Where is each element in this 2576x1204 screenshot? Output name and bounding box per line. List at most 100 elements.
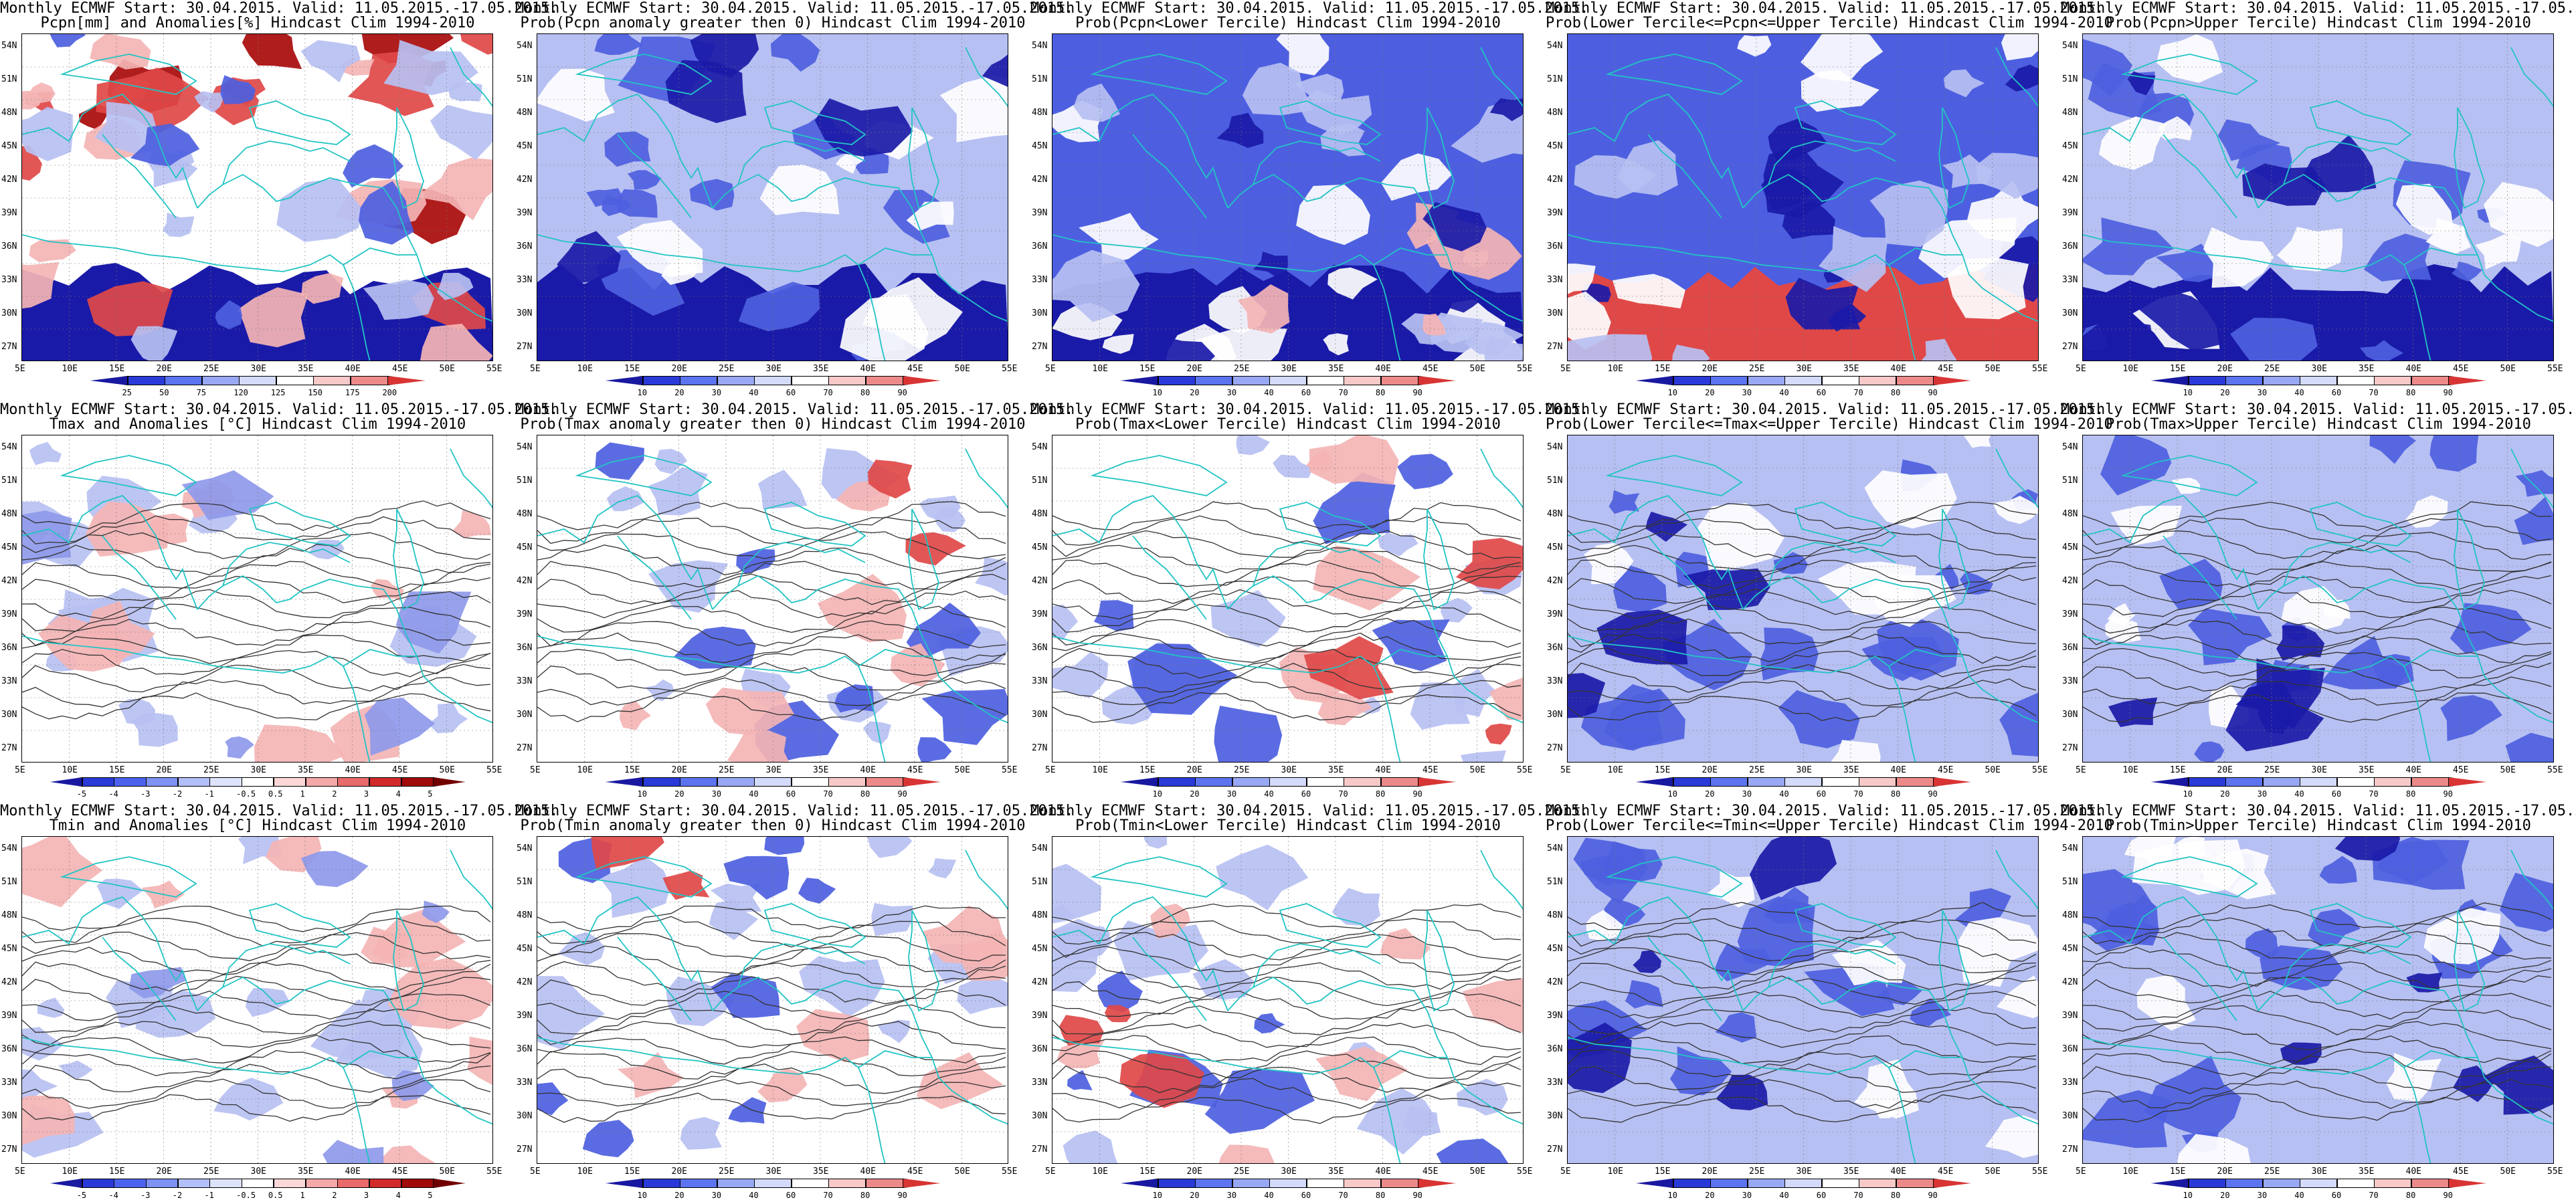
latitude-label: 30N bbox=[517, 1111, 533, 1121]
shaded-region bbox=[1964, 435, 1991, 448]
colorbar-tick-label: 20 bbox=[1190, 1191, 1200, 1200]
panel-subtitle: Prob(Tmax anomaly greater then 0) Hindca… bbox=[520, 416, 1026, 433]
colorbar-segment bbox=[642, 376, 680, 385]
longitude-label: 10E bbox=[1607, 765, 1623, 775]
longitude-label: 40E bbox=[1375, 364, 1391, 374]
shaded-region bbox=[798, 878, 836, 904]
isotherm-contour bbox=[1568, 618, 2037, 647]
colorbar-tick-label: 60 bbox=[1301, 388, 1311, 397]
shaded-region bbox=[194, 91, 225, 113]
latitude-label: 45N bbox=[1, 944, 17, 954]
coastline bbox=[617, 134, 692, 219]
shaded-region bbox=[1943, 69, 1985, 98]
colorbar-tick-label: -4 bbox=[108, 1191, 118, 1200]
shaded-region bbox=[2499, 872, 2553, 932]
shaded-region bbox=[796, 1009, 870, 1063]
longitude-label: 5E bbox=[1560, 1167, 1571, 1177]
isotherm-contour bbox=[1568, 947, 2037, 975]
shaded-region bbox=[437, 272, 474, 300]
shaded-region bbox=[1242, 62, 1313, 116]
colorbar-segment bbox=[401, 1179, 434, 1188]
longitude-label: 50E bbox=[954, 1167, 970, 1177]
isotherm-contour bbox=[537, 692, 1006, 722]
colorbar-segment bbox=[2336, 1179, 2375, 1188]
colorbar-tick-label: 40 bbox=[749, 388, 759, 397]
colorbar-tick-label: 10 bbox=[2183, 1191, 2193, 1200]
longitude-label: 45E bbox=[392, 765, 408, 775]
colorbar-segment bbox=[350, 376, 388, 385]
shaded-region bbox=[1422, 314, 1447, 336]
shaded-region bbox=[254, 724, 345, 762]
colorbar-segment bbox=[127, 376, 165, 385]
coastline bbox=[537, 1037, 886, 1163]
longitude-label: 50E bbox=[1985, 1167, 2001, 1177]
isotherm-contour bbox=[537, 590, 1006, 619]
longitude-label: 35E bbox=[813, 1167, 829, 1177]
shaded-region bbox=[620, 701, 652, 730]
shaded-region bbox=[690, 34, 759, 78]
isotherm-contour bbox=[1052, 692, 1522, 723]
coastline bbox=[1279, 903, 1382, 948]
latitude-label: 51N bbox=[1, 877, 17, 887]
colorbar-tick-label: 70 bbox=[1338, 1191, 1348, 1200]
shaded-region bbox=[246, 988, 290, 1017]
shaded-region bbox=[799, 956, 885, 1017]
colorbar-segment bbox=[2151, 777, 2189, 787]
isotherm-contour bbox=[2083, 1093, 2552, 1123]
colorbar-segment bbox=[1896, 777, 1934, 787]
shaded-region bbox=[1309, 435, 1399, 485]
coastline bbox=[737, 140, 866, 185]
isotherm-contour bbox=[2083, 1079, 2552, 1109]
shaded-region bbox=[599, 856, 670, 918]
colorbar-tick-label: 80 bbox=[1375, 789, 1386, 799]
colorbar-segment bbox=[1784, 376, 1823, 385]
longitude-label: 20E bbox=[671, 765, 687, 775]
latitude-label: 45N bbox=[517, 944, 533, 954]
colorbar-segment bbox=[865, 777, 903, 787]
shaded-region bbox=[1216, 112, 1264, 148]
shaded-region bbox=[835, 150, 864, 174]
longitude-label: 40E bbox=[1375, 1167, 1391, 1177]
longitude-label: 55E bbox=[2547, 765, 2563, 775]
coastline bbox=[1938, 910, 1970, 1012]
coastline bbox=[222, 542, 351, 587]
latitude-label: 54N bbox=[1547, 442, 1563, 452]
shaded-region bbox=[738, 282, 820, 332]
colorbar-segment bbox=[2262, 1179, 2300, 1188]
coastline bbox=[1227, 976, 1448, 1058]
shaded-region bbox=[130, 326, 178, 361]
panel-subtitle: Prob(Tmax>Upper Tercile) Hindcast Clim 1… bbox=[2106, 416, 2531, 433]
colorbar-segment bbox=[1418, 376, 1456, 385]
map-plot bbox=[1567, 33, 2039, 361]
coastline bbox=[537, 896, 713, 1011]
colorbar-tick-label: 70 bbox=[823, 789, 833, 799]
map-plot bbox=[21, 836, 493, 1164]
colorbar-segment bbox=[828, 376, 866, 385]
colorbar-tick-label: 30 bbox=[1226, 789, 1237, 799]
colorbar-segment bbox=[754, 777, 792, 787]
shaded-region bbox=[759, 165, 840, 215]
isotherm-contour bbox=[2083, 1035, 2552, 1065]
shaded-region bbox=[1323, 333, 1349, 356]
colorbar-segment bbox=[2188, 376, 2226, 385]
isotherm-contour bbox=[537, 1092, 1006, 1123]
colorbar-segment bbox=[276, 376, 314, 385]
coastline bbox=[222, 943, 351, 988]
shaded-region bbox=[1568, 673, 1606, 718]
colorbar-segment bbox=[1636, 777, 1674, 787]
shaded-region bbox=[2156, 34, 2223, 83]
longitude-label: 30E bbox=[250, 765, 266, 775]
colorbar-tick-label: 10 bbox=[1667, 388, 1677, 397]
map-plot bbox=[1052, 836, 1524, 1164]
isotherm-contour bbox=[537, 649, 1006, 676]
colorbar-tick-label: 80 bbox=[860, 388, 870, 397]
colorbar-segment bbox=[1710, 1179, 1748, 1188]
coastline bbox=[393, 107, 424, 209]
longitude-label: 30E bbox=[765, 765, 781, 775]
longitude-label: 45E bbox=[1422, 1167, 1439, 1177]
colorbar-tick-label: 90 bbox=[897, 388, 907, 397]
shaded-region bbox=[416, 157, 492, 221]
colorbar-segment bbox=[1344, 1179, 1382, 1188]
shaded-region bbox=[1715, 1012, 1757, 1043]
coastline bbox=[1995, 849, 2038, 910]
